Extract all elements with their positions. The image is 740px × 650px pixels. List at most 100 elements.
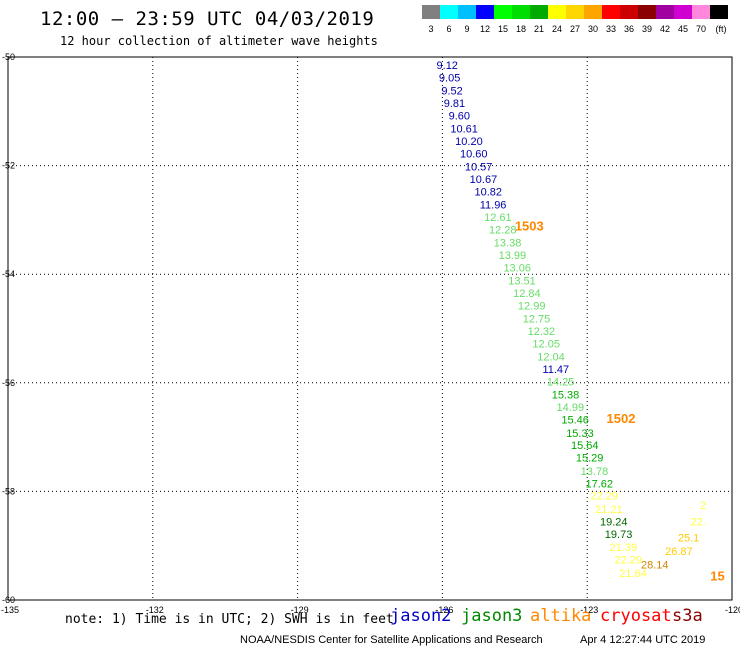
chart-title: 12:00 – 23:59 UTC 04/03/2019 [40, 8, 375, 30]
wave-height-point: 12.04 [537, 352, 565, 364]
legend-swatch [656, 5, 674, 19]
wave-height-point: 15.64 [571, 440, 599, 452]
x-tick-label: -120 [725, 605, 740, 615]
legend-label: (ft) [716, 24, 727, 34]
wave-height-point: 22. [691, 516, 706, 528]
legend-label: 6 [446, 24, 451, 34]
wave-height-point: 19.73 [605, 529, 633, 541]
legend-label: 24 [552, 24, 562, 34]
legend-label: 70 [696, 24, 706, 34]
wave-height-point: 25.1 [678, 533, 699, 545]
legend-label: 33 [606, 24, 616, 34]
legend-label: 15 [498, 24, 508, 34]
wave-height-point: 9.12 [437, 60, 458, 72]
legend-swatch [476, 5, 494, 19]
legend-swatch [692, 5, 710, 19]
timestamp-text: Apr 4 12:27:44 UTC 2019 [580, 634, 706, 646]
wave-height-point: 15.33 [566, 428, 594, 440]
legend-label: 36 [624, 24, 634, 34]
wave-height-point: 10.57 [465, 162, 493, 174]
legend-swatch [458, 5, 476, 19]
wave-height-point: 17.62 [586, 478, 614, 490]
legend-label: 27 [570, 24, 580, 34]
wave-height-point: 13.06 [503, 263, 531, 275]
wave-height-point: 9.60 [449, 111, 470, 123]
legend-swatch [710, 5, 728, 19]
wave-height-point: 15.46 [561, 415, 589, 427]
wave-height-point: 9.05 [439, 73, 460, 85]
y-tick-label: -54 [2, 269, 15, 279]
legend-label: 42 [660, 24, 670, 34]
wave-height-point: 26.87 [665, 546, 693, 558]
wave-height-point: 10.67 [470, 174, 498, 186]
wave-height-point: 12.28 [489, 225, 517, 237]
wave-height-point: 21.64 [619, 568, 647, 580]
legend-label: 39 [642, 24, 652, 34]
wave-height-point: 22.29 [590, 491, 618, 503]
legend-swatch [566, 5, 584, 19]
wave-height-point: 13.99 [499, 250, 527, 262]
wave-height-point: 13.38 [494, 238, 522, 250]
legend-swatch [494, 5, 512, 19]
legend-swatch [530, 5, 548, 19]
legend-swatch [512, 5, 530, 19]
pass-time-annotation: 1502 [607, 411, 636, 426]
x-tick-label: -126 [435, 605, 453, 615]
y-tick-label: -60 [2, 595, 15, 605]
wave-height-point: 9.81 [444, 98, 465, 110]
wave-height-point: 21.39 [610, 542, 638, 554]
x-tick-label: -123 [580, 605, 598, 615]
legend-swatch [638, 5, 656, 19]
wave-height-point: 21.21 [595, 504, 623, 516]
legend-label: 3 [428, 24, 433, 34]
wave-height-point: 14.99 [557, 402, 585, 414]
legend-label: 45 [678, 24, 688, 34]
satellite-s3a: s3a [672, 606, 703, 626]
wave-height-point: 2 [700, 500, 706, 512]
wave-height-point: 10.82 [474, 187, 502, 199]
legend-swatch [620, 5, 638, 19]
wave-height-point: 12.61 [484, 212, 512, 224]
wave-height-point: 12.05 [532, 339, 560, 351]
wave-height-point: 11.47 [542, 364, 569, 376]
wave-height-point: 13.78 [581, 466, 609, 478]
wave-height-point: 14.25 [547, 377, 575, 389]
wave-height-point: 13.51 [508, 276, 536, 288]
legend-swatch [548, 5, 566, 19]
wave-height-point: 19.24 [600, 516, 628, 528]
wave-height-point: 11.96 [480, 200, 507, 212]
plot-frame [7, 56, 733, 601]
x-tick-label: -135 [1, 605, 19, 615]
satellite-jason3: jason3 [461, 606, 523, 626]
wave-height-point: 12.32 [528, 326, 556, 338]
legend-label: 18 [516, 24, 526, 34]
legend-swatch [422, 5, 440, 19]
wave-height-point: 28.14 [641, 560, 669, 572]
pass-time-annotation: 15 [710, 569, 724, 584]
wave-height-point: 10.61 [450, 124, 478, 136]
legend-swatch [584, 5, 602, 19]
satellite-cryosat: cryosat [600, 606, 672, 626]
chart-subtitle: 12 hour collection of altimeter wave hei… [60, 34, 378, 48]
legend-swatch [440, 5, 458, 19]
wave-height-point: 9.52 [441, 86, 462, 98]
footer-note: note: 1) Time is in UTC; 2) SWH is in fe… [65, 612, 394, 627]
wave-height-point: 12.99 [518, 301, 546, 313]
legend-label: 21 [534, 24, 544, 34]
wave-height-point: 15.38 [552, 390, 580, 402]
y-tick-label: -50 [2, 52, 15, 62]
x-tick-label: -132 [146, 605, 164, 615]
wave-height-point: 10.60 [460, 149, 488, 161]
y-tick-label: -56 [2, 378, 15, 388]
wave-height-point: 15.29 [576, 453, 604, 465]
credit-text: NOAA/NESDIS Center for Satellite Applica… [240, 634, 543, 646]
legend-swatch [602, 5, 620, 19]
legend-label: 9 [464, 24, 469, 34]
wave-height-point: 22.29 [614, 554, 642, 566]
wave-height-point: 10.20 [455, 136, 483, 148]
pass-time-annotation: 1503 [515, 218, 544, 233]
legend-label: 12 [480, 24, 490, 34]
x-tick-label: -129 [291, 605, 309, 615]
y-tick-label: -52 [2, 161, 15, 171]
